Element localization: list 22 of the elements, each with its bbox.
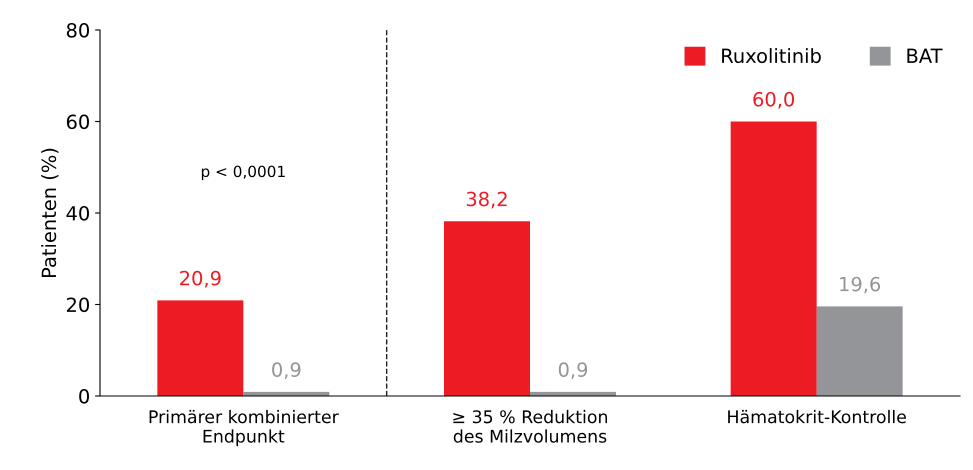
data-label: 20,9 xyxy=(180,270,221,288)
data-label: 0,9 xyxy=(272,362,300,379)
data-label: 38,2 xyxy=(466,192,507,208)
x-tick-label: ≥ 35 % Reduktion des Milzvolumens xyxy=(453,410,608,443)
data-label: 0,9 xyxy=(558,362,588,379)
y-tick-label: 60 xyxy=(66,114,89,130)
y-tick-label: 20 xyxy=(66,297,89,312)
y-tick-label: 0 xyxy=(79,388,89,404)
x-tick-label: Primärer kombinierter Endpunkt xyxy=(150,410,339,446)
data-label: 19,6 xyxy=(840,276,880,294)
y-tick-label: 80 xyxy=(66,22,89,38)
bar xyxy=(157,300,244,396)
bar xyxy=(816,306,903,396)
bar xyxy=(444,221,530,396)
x-tick-label: Hämatokrit-Kontrolle xyxy=(728,410,906,424)
legend-label: BAT xyxy=(907,48,943,63)
annotation: p < 0,0001 xyxy=(202,166,285,180)
y-tick-label: 40 xyxy=(66,206,89,221)
legend-label: Ruxolitinib xyxy=(722,48,821,64)
data-label: 60,0 xyxy=(753,92,794,109)
y-axis-title: Patienten (%) xyxy=(41,148,58,277)
bar xyxy=(730,122,817,396)
